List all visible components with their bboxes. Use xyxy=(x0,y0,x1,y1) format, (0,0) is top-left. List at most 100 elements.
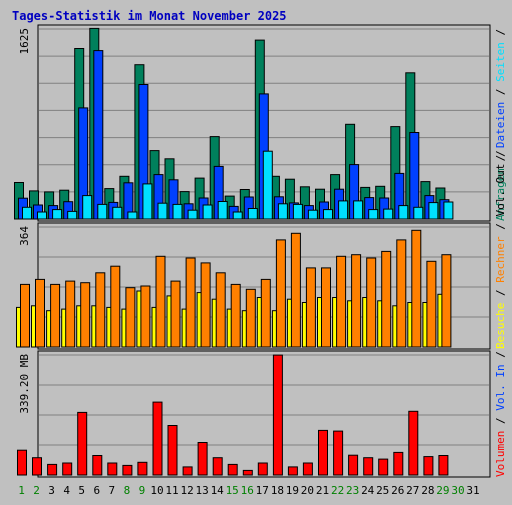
x-tick-day-18: 18 xyxy=(271,484,284,497)
bar-rechner-day-29 xyxy=(441,254,452,348)
bar-volumen-day-1 xyxy=(17,449,27,476)
bar-rechner-day-20 xyxy=(305,267,316,348)
panel-max-label: 339.20 MB xyxy=(18,354,31,414)
x-tick-day-12: 12 xyxy=(180,484,193,497)
bar-seiten-day-24 xyxy=(368,209,379,220)
x-tick-day-8: 8 xyxy=(124,484,131,497)
x-tick-day-5: 5 xyxy=(78,484,85,497)
bar-volumen-day-10 xyxy=(152,401,163,476)
bar-seiten-day-14 xyxy=(217,201,228,220)
legend-item: Besuche xyxy=(494,303,507,349)
bar-volumen-day-25 xyxy=(378,458,389,476)
legend-item: / xyxy=(494,289,507,302)
bar-seiten-day-18 xyxy=(277,203,288,220)
bar-volumen-day-13 xyxy=(197,442,208,476)
bar-volumen-day-21 xyxy=(318,429,328,476)
bar-volumen-day-14 xyxy=(212,457,223,476)
bar-seiten-day-27 xyxy=(413,206,424,220)
bar-seiten-day-15 xyxy=(232,211,243,220)
bar-volumen-day-9 xyxy=(137,461,148,476)
legend-item: Vol. Out xyxy=(494,164,507,224)
bar-seiten-day-5 xyxy=(82,195,93,220)
x-tick-day-4: 4 xyxy=(63,484,70,497)
bar-seiten-day-22 xyxy=(338,200,349,220)
panel-volume: 339.20 MB Volumen / Vol. In / xyxy=(17,350,507,478)
legend-item: / xyxy=(494,223,507,236)
bar-volumen-day-16 xyxy=(242,469,253,476)
bar-seiten-day-21 xyxy=(323,209,333,220)
bar-rechner-day-11 xyxy=(170,280,181,348)
legend-item: Anfragen xyxy=(494,168,507,221)
bar-rechner-day-3 xyxy=(50,283,61,348)
bar-volumen-day-27 xyxy=(408,410,419,476)
bar-volumen-day-18 xyxy=(272,354,283,476)
bar-volumen-day-24 xyxy=(363,457,374,476)
bar-volumen-day-19 xyxy=(287,466,298,476)
bar-rechner-day-5 xyxy=(80,282,91,348)
legend-item: / xyxy=(494,155,507,168)
bar-seiten-day-19 xyxy=(292,203,303,220)
panel-max-label: 1625 xyxy=(18,28,31,55)
x-tick-day-26: 26 xyxy=(391,484,404,497)
panel-max-label: 364 xyxy=(18,226,31,246)
bar-seiten-day-3 xyxy=(52,209,63,220)
bar-seiten-day-16 xyxy=(247,208,258,220)
bar-seiten-day-25 xyxy=(383,208,394,220)
bar-seiten-day-1 xyxy=(22,206,32,220)
bar-volumen-day-17 xyxy=(257,462,268,476)
x-tick-day-2: 2 xyxy=(33,484,40,497)
x-tick-day-9: 9 xyxy=(139,484,146,497)
bar-rechner-day-25 xyxy=(381,250,392,348)
legend-item: Rechner xyxy=(494,236,507,289)
x-tick-day-1: 1 xyxy=(18,484,25,497)
bar-volumen-day-26 xyxy=(393,451,404,476)
bar-rechner-day-1 xyxy=(20,283,30,348)
bar-seiten-day-9 xyxy=(142,183,153,220)
x-tick-day-29: 29 xyxy=(436,484,449,497)
bar-rechner-day-10 xyxy=(155,255,166,348)
bar-rechner-day-12 xyxy=(185,257,196,348)
bar-rechner-day-28 xyxy=(426,260,437,348)
x-tick-day-3: 3 xyxy=(48,484,55,497)
bar-rechner-day-4 xyxy=(65,280,76,348)
bar-rechner-day-18 xyxy=(275,239,286,348)
x-tick-day-22: 22 xyxy=(331,484,344,497)
bar-seiten-day-29 xyxy=(443,201,454,220)
panel-frame xyxy=(37,350,491,478)
chart-title: Tages-Statistik im Monat November 2025 xyxy=(12,9,287,23)
legend-item: / xyxy=(494,89,507,102)
bar-rechner-day-13 xyxy=(200,262,211,348)
legend-item: Vol. In xyxy=(494,364,507,417)
bar-dateien-day-6 xyxy=(93,50,104,220)
bar-volumen-day-2 xyxy=(32,457,42,476)
bar-volumen-day-20 xyxy=(302,462,313,476)
legend-item: Volumen xyxy=(494,431,507,477)
legend-item: Dateien xyxy=(494,102,507,155)
bar-rechner-day-27 xyxy=(411,229,422,348)
bar-seiten-day-8 xyxy=(127,211,138,220)
bar-volumen-day-28 xyxy=(423,456,434,476)
x-tick-day-21: 21 xyxy=(316,484,329,497)
bar-volumen-day-22 xyxy=(333,430,344,476)
legend-item: Seiten xyxy=(494,42,507,88)
panel-legend: Anfragen / Dateien / Seiten / xyxy=(494,29,507,221)
bar-rechner-day-24 xyxy=(366,257,377,348)
x-tick-day-27: 27 xyxy=(406,484,419,497)
bar-seiten-day-4 xyxy=(67,210,78,220)
bar-volumen-day-6 xyxy=(92,455,103,476)
x-tick-day-16: 16 xyxy=(241,484,254,497)
bar-seiten-day-2 xyxy=(37,211,47,220)
bar-volumen-day-5 xyxy=(77,411,88,476)
bar-seiten-day-23 xyxy=(353,200,364,220)
bar-seiten-day-26 xyxy=(398,205,409,220)
x-tick-day-23: 23 xyxy=(346,484,359,497)
bar-rechner-day-7 xyxy=(110,265,121,348)
bar-rechner-day-22 xyxy=(336,255,347,348)
bar-seiten-day-10 xyxy=(157,202,168,220)
x-tick-day-11: 11 xyxy=(165,484,178,497)
x-tick-day-13: 13 xyxy=(195,484,208,497)
bar-rechner-day-23 xyxy=(351,254,362,348)
x-tick-day-7: 7 xyxy=(108,484,115,497)
